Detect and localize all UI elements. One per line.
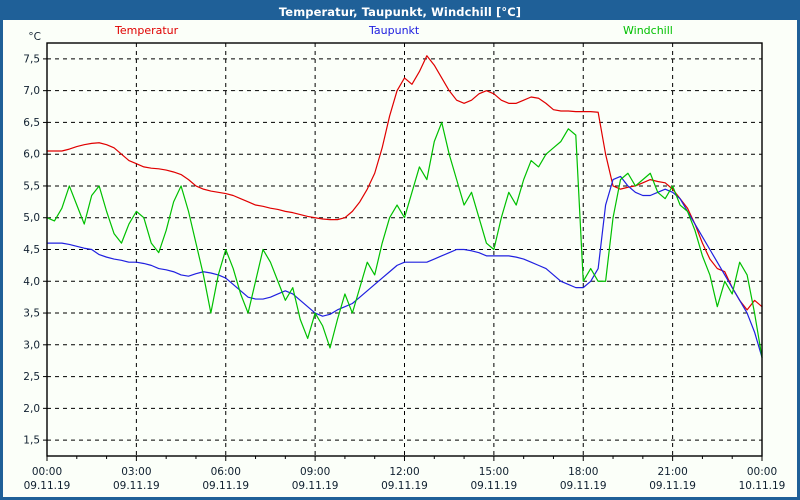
x-axis-date-label: 09.11.19 <box>113 480 160 492</box>
series-line-taupunkt <box>46 175 763 359</box>
x-axis-date-label: 09.11.19 <box>202 480 249 492</box>
x-axis-date-label: 09.11.19 <box>381 480 428 492</box>
y-axis-tick-label: 4,0 <box>23 276 40 288</box>
y-axis-unit-label: °C <box>28 31 41 43</box>
y-axis-tick-label: 1,5 <box>23 435 40 447</box>
series-line-windchill <box>46 121 763 359</box>
window-title-bar: Temperatur, Taupunkt, Windchill [°C] <box>3 3 797 20</box>
x-axis-date-label: 10.11.19 <box>739 480 786 492</box>
x-axis-date-label: 09.11.19 <box>560 480 607 492</box>
y-axis-tick-label: 2,0 <box>23 403 40 415</box>
grid-layer <box>47 43 762 456</box>
x-axis-date-label: 09.11.19 <box>649 480 696 492</box>
x-axis-time-label: 00:00 <box>747 466 777 478</box>
legend-item-temperatur: Temperatur <box>115 24 179 37</box>
legend-item-taupunkt: Taupunkt <box>369 24 420 37</box>
y-axis-tick-label: 7,0 <box>23 85 40 97</box>
series-line-temperatur <box>46 55 763 311</box>
x-axis-date-label: 09.11.19 <box>292 480 339 492</box>
x-axis-time-label: 00:00 <box>32 466 62 478</box>
plot-frame <box>46 42 763 457</box>
y-axis-tick-label: 2,5 <box>23 371 40 383</box>
y-axis-tick-label: 6,0 <box>23 149 40 161</box>
legend-item-windchill: Windchill <box>623 24 673 37</box>
x-axis-time-label: 03:00 <box>121 466 151 478</box>
x-axis-time-label: 12:00 <box>389 466 419 478</box>
line-chart: °C 7,5 7,0 6,5 6,0 5,5 5,0 4,5 4,0 3,5 3,0 2,5 2,0 1,… <box>23 31 785 492</box>
y-axis-tick-label: 4,5 <box>23 244 40 256</box>
chart-plot-area: °C 7,5 7,0 6,5 6,0 5,5 5,0 4,5 4,0 3,5 3,0 2,5 2,0 1,… <box>3 3 797 497</box>
y-axis-tick-label: 3,5 <box>23 308 40 320</box>
x-axis-time-label: 06:00 <box>211 466 241 478</box>
y-axis-tick-label: 7,5 <box>23 53 40 65</box>
y-axis-tick-label: 5,0 <box>23 212 40 224</box>
x-axis-time-label: 21:00 <box>657 466 687 478</box>
plot-border <box>46 42 763 457</box>
y-axis-tick-label: 3,0 <box>23 339 40 351</box>
x-axis-time-label: 18:00 <box>568 466 598 478</box>
axis-labels-layer: °C 7,5 7,0 6,5 6,0 5,5 5,0 4,5 4,0 3,5 3,0 2,5 2,0 1,… <box>23 31 785 492</box>
axis-ticks-layer <box>43 58 763 461</box>
x-axis-time-label: 09:00 <box>300 466 330 478</box>
x-axis-date-label: 09.11.19 <box>24 480 71 492</box>
y-axis-tick-label: 5,5 <box>23 180 40 192</box>
chart-legend: Temperatur Taupunkt Windchill <box>3 22 797 41</box>
y-axis-tick-label: 6,5 <box>23 117 40 129</box>
x-axis-time-label: 15:00 <box>479 466 509 478</box>
series-layer <box>46 55 763 359</box>
window-title: Temperatur, Taupunkt, Windchill [°C] <box>278 4 522 19</box>
x-axis-date-label: 09.11.19 <box>470 480 517 492</box>
